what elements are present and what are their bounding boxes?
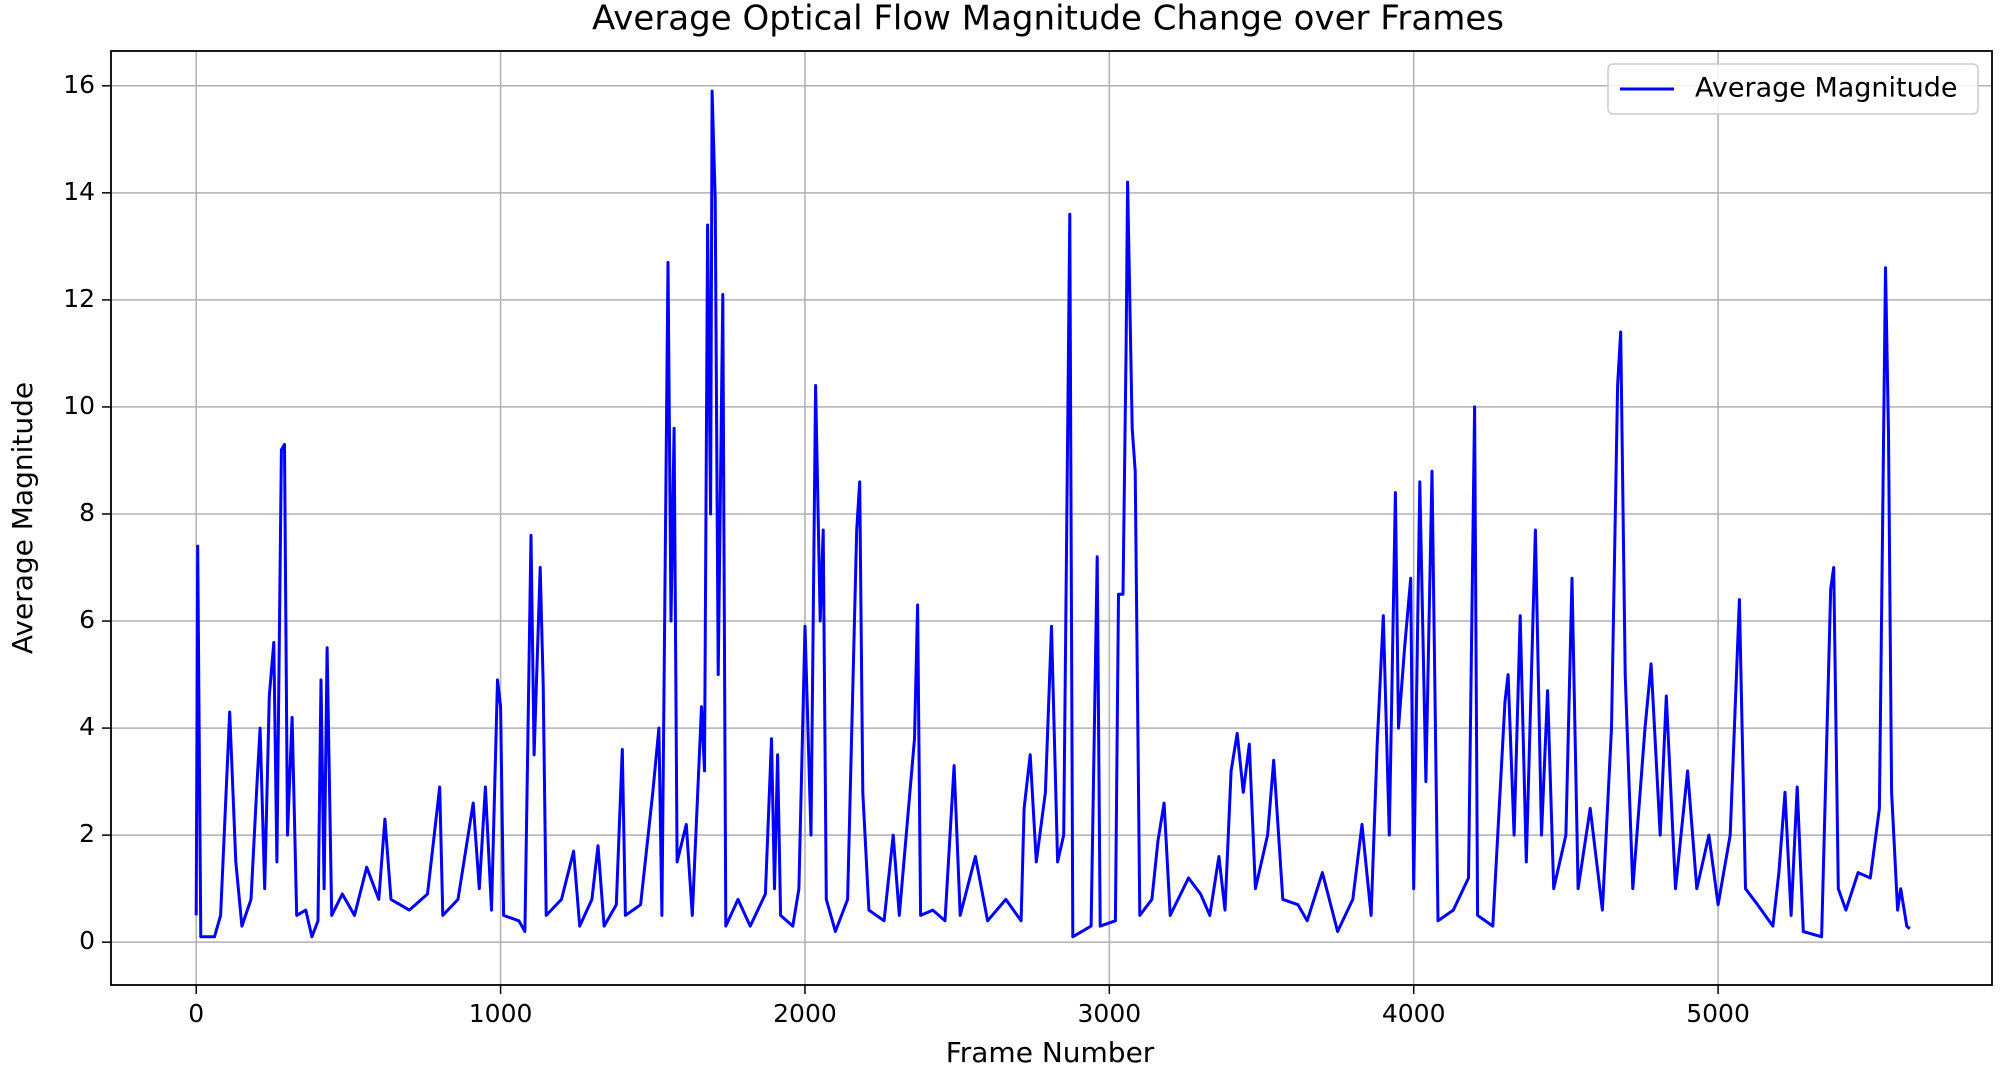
y-tick-label: 6 — [79, 605, 95, 634]
x-tick-label: 4000 — [1382, 999, 1446, 1028]
x-tick-label: 2000 — [773, 999, 837, 1028]
x-tick-label: 1000 — [469, 999, 533, 1028]
y-tick-label: 2 — [79, 819, 95, 848]
data-line — [194, 89, 1911, 939]
chart-title: Average Optical Flow Magnitude Change ov… — [592, 0, 1504, 39]
y-tick-label: 8 — [79, 498, 95, 527]
y-tick-label: 12 — [63, 284, 95, 313]
x-tick-label: 0 — [188, 999, 204, 1028]
x-axis-label: Frame Number — [946, 1036, 1155, 1069]
legend: Average Magnitude — [1607, 63, 1979, 115]
legend-box — [1607, 63, 1979, 115]
y-tick-label: 10 — [63, 391, 95, 420]
y-tick-label: 16 — [63, 70, 95, 99]
x-tick-label: 5000 — [1686, 999, 1750, 1028]
y-tick-label: 14 — [63, 177, 95, 206]
plot-frame — [110, 50, 1993, 986]
legend-label: Average Magnitude — [1695, 73, 1958, 104]
y-axis-label: Average Magnitude — [6, 382, 39, 654]
x-tick-label: 3000 — [1078, 999, 1142, 1028]
y-tick-label: 0 — [79, 926, 95, 955]
y-tick-label: 4 — [79, 712, 95, 741]
